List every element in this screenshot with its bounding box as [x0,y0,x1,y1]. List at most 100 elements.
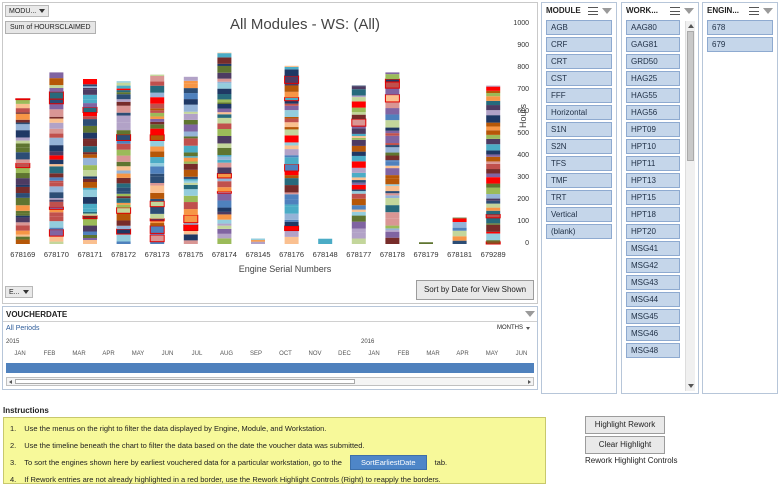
bar-segment[interactable] [116,177,131,184]
bar-segment[interactable] [217,81,232,84]
bar-segment[interactable] [15,210,30,214]
bar-segment[interactable] [351,89,366,96]
bar-segment[interactable] [149,134,165,141]
bar-segment[interactable] [116,191,131,194]
bar-segment[interactable] [351,118,367,127]
timeline-month-label[interactable]: MAR [426,351,440,357]
bar-segment[interactable] [452,236,467,241]
bar-segment[interactable] [83,140,97,147]
bar-segment[interactable] [351,128,366,134]
bar-segment[interactable] [83,225,97,232]
timeline-month-label[interactable]: DEC [338,351,351,357]
bar-segment[interactable] [116,161,131,167]
bar-segment[interactable] [183,180,198,183]
bar-segment[interactable] [217,94,232,100]
bar-segment[interactable] [150,241,165,244]
timeline-month-label[interactable]: MAY [485,351,499,357]
bar-segment[interactable] [216,173,232,179]
bar-segment[interactable] [83,146,97,153]
bar-segment[interactable] [284,145,299,150]
bar-segment[interactable] [49,103,64,110]
multi-select-icon[interactable] [670,6,680,15]
bar-segment[interactable] [48,206,64,210]
bar-segment[interactable] [83,89,97,95]
bar-segment[interactable] [385,147,400,153]
bar-segment[interactable] [116,101,131,106]
timeline-month-label[interactable]: OCT [279,351,292,357]
bar-678169[interactable] [15,98,31,244]
bar-segment[interactable] [83,165,97,171]
workstation-slicer-item[interactable]: MSG44 [626,292,680,307]
bar-segment[interactable] [83,112,97,117]
module-slicer-item[interactable]: CRT [546,54,612,69]
bar-segment[interactable] [49,227,64,230]
bar-segment[interactable] [183,169,198,177]
timeline-month-label[interactable]: NOV [308,351,322,357]
bar-678170[interactable] [48,72,64,244]
bar-segment[interactable] [183,176,198,179]
bar-segment[interactable] [183,138,198,146]
bar-segment[interactable] [116,187,131,192]
bar-segment[interactable] [351,184,366,190]
bar-segment[interactable] [284,122,299,128]
bar-segment[interactable] [217,193,232,201]
workstation-slicer-item[interactable]: HPT20 [626,224,680,239]
bar-segment[interactable] [83,116,97,120]
bar-segment[interactable] [15,197,30,206]
bar-segment[interactable] [49,159,64,165]
timeline-month-label[interactable]: MAR [72,351,86,357]
bar-segment[interactable] [385,135,400,144]
bar-segment[interactable] [385,175,400,179]
bar-segment[interactable] [452,227,467,231]
clear-filter-icon[interactable] [763,7,773,14]
bar-segment[interactable] [49,198,64,200]
bar-segment[interactable] [385,198,400,206]
bar-segment[interactable] [83,211,97,214]
bar-segment[interactable] [116,183,131,188]
bar-segment[interactable] [217,123,232,130]
bar-segment[interactable] [486,138,501,145]
bar-segment[interactable] [217,147,232,156]
bar-segment[interactable] [116,213,131,221]
bar-segment[interactable] [49,212,64,217]
bar-segment[interactable] [486,231,501,234]
bar-segment[interactable] [49,85,64,88]
bar-segment[interactable] [217,225,232,229]
bar-segment[interactable] [486,126,501,131]
bar-segment[interactable] [486,217,501,224]
bar-segment[interactable] [385,191,400,194]
bar-segment[interactable] [49,122,64,129]
bar-segment[interactable] [116,94,131,100]
bar-segment[interactable] [486,187,501,195]
bar-segment[interactable] [452,218,467,223]
bar-segment[interactable] [251,240,265,242]
bar-segment[interactable] [15,222,30,226]
bar-segment[interactable] [486,156,501,162]
bar-segment[interactable] [384,78,400,83]
bar-segment[interactable] [284,100,299,104]
bar-segment[interactable] [351,86,366,90]
bar-segment[interactable] [49,216,64,222]
timeline-month-label[interactable]: FEB [397,351,410,357]
workstation-slicer-item[interactable]: HPT11 [626,156,680,171]
bar-segment[interactable] [318,238,333,244]
bar-segment[interactable] [183,80,198,84]
bar-segment[interactable] [385,114,400,121]
bar-segment[interactable] [150,146,165,152]
bar-segment[interactable] [15,239,30,244]
bar-segment[interactable] [83,152,97,155]
bar-segment[interactable] [83,213,97,216]
bar-segment[interactable] [351,191,366,194]
bar-segment[interactable] [217,228,232,234]
bar-segment[interactable] [217,181,232,188]
bar-segment[interactable] [385,212,400,219]
bar-segment[interactable] [217,65,232,73]
bar-segment[interactable] [486,154,501,157]
bar-segment[interactable] [83,237,97,240]
bar-segment[interactable] [49,151,64,156]
timeline-selection-bar[interactable] [6,363,534,373]
bar-segment[interactable] [284,155,299,158]
bar-segment[interactable] [15,130,30,138]
bar-segment[interactable] [284,91,299,98]
bar-segment[interactable] [183,156,198,158]
